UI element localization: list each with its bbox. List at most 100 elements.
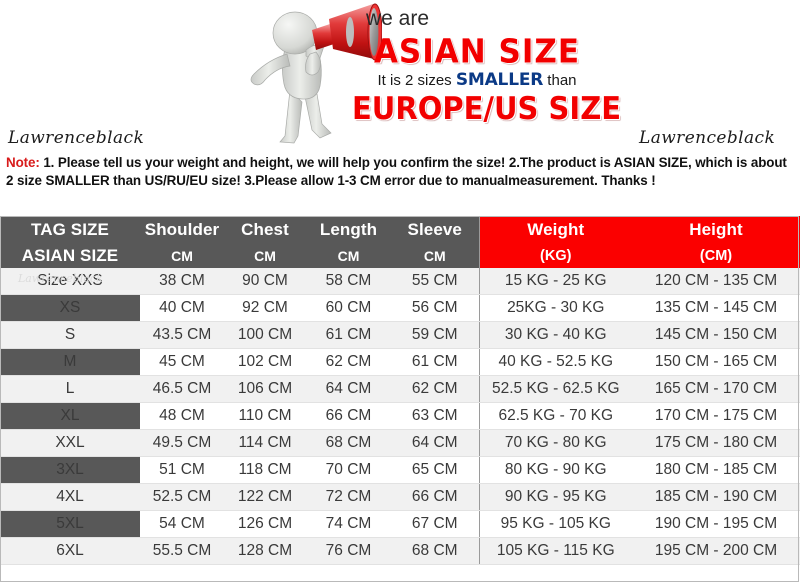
note-paragraph: Note: 1. Please tell us your weight and …: [6, 154, 796, 189]
cell-chest: 92 CM: [224, 294, 306, 322]
table-header-row-units: ASIAN SIZE CM CM CM CM (KG) (CM): [0, 243, 800, 268]
note-label: Note:: [6, 155, 40, 170]
cell-weight: 95 KG - 105 KG: [478, 510, 632, 538]
banner-we-are-text: we are: [366, 7, 430, 30]
cell-shoulder: 51 CM: [140, 456, 224, 484]
cell-size: XS: [0, 294, 140, 322]
cell-height: 165 CM - 170 CM: [632, 375, 800, 403]
cell-sleeve: 59 CM: [391, 321, 479, 349]
cell-chest: 122 CM: [224, 483, 306, 511]
cell-height: 120 CM - 135 CM: [632, 268, 800, 295]
table-row[interactable]: 5XL 54 CM 126 CM 74 CM 67 CM 95 KG - 105 KG 19…: [0, 510, 800, 538]
cell-length: 74 CM: [306, 510, 391, 538]
size-chart-table-wrap: TAG SIZE Shoulder Chest Length Sleeve Weight H…: [0, 216, 800, 565]
cell-height: 150 CM - 165 CM: [632, 348, 800, 376]
cell-weight: 90 KG - 95 KG: [478, 483, 632, 511]
cell-weight: 52.5 KG - 62.5 KG: [478, 375, 632, 403]
table-header-unit-6: (CM): [632, 243, 800, 268]
cell-weight: 30 KG - 40 KG: [478, 321, 632, 349]
cell-size: XL: [0, 402, 140, 430]
cell-sleeve: 66 CM: [391, 483, 479, 511]
cell-height: 175 CM - 180 CM: [632, 429, 800, 457]
cell-chest: 102 CM: [224, 348, 306, 376]
table-row[interactable]: XXL 49.5 CM 114 CM 68 CM 64 CM 70 KG - 80 KG 1…: [0, 429, 800, 457]
table-header-chest: Chest: [224, 216, 306, 243]
table-header-unit-1: CM: [140, 243, 224, 268]
cell-chest: 126 CM: [224, 510, 306, 538]
cell-shoulder: 54 CM: [140, 510, 224, 538]
cell-height: 145 CM - 150 CM: [632, 321, 800, 349]
cell-chest: 114 CM: [224, 429, 306, 457]
table-header-unit-0: ASIAN SIZE: [0, 243, 140, 268]
cell-sleeve: 65 CM: [391, 456, 479, 484]
table-header-sleeve: Sleeve: [391, 216, 479, 243]
cell-chest: 128 CM: [224, 537, 306, 565]
cell-size: S: [0, 321, 140, 349]
cell-chest: 118 CM: [224, 456, 306, 484]
smaller-word: SMALLER: [455, 70, 544, 90]
cell-length: 72 CM: [306, 483, 391, 511]
table-row[interactable]: XL 48 CM 110 CM 66 CM 63 CM 62.5 KG - 70 KG 17…: [0, 402, 800, 430]
banner-europe-us-size-text: EUROPE/US SIZE: [352, 89, 622, 127]
table-row[interactable]: Size XXS Lawrenceblack 38 CM 90 CM 58 CM 55 C…: [0, 268, 800, 295]
cell-sleeve: 55 CM: [391, 268, 479, 295]
cell-size: L: [0, 375, 140, 403]
cell-shoulder: 55.5 CM: [140, 537, 224, 565]
cell-sleeve: 64 CM: [391, 429, 479, 457]
table-header-length: Length: [306, 216, 391, 243]
cell-shoulder: 46.5 CM: [140, 375, 224, 403]
cell-length: 60 CM: [306, 294, 391, 322]
cell-length: 58 CM: [306, 268, 391, 295]
cell-size: 6XL: [0, 537, 140, 565]
table-header-shoulder: Shoulder: [140, 216, 224, 243]
cell-shoulder: 52.5 CM: [140, 483, 224, 511]
cell-sleeve: 56 CM: [391, 294, 479, 322]
table-row[interactable]: 4XL 52.5 CM 122 CM 72 CM 66 CM 90 KG - 95 KG 1…: [0, 483, 800, 511]
cell-weight: 62.5 KG - 70 KG: [478, 402, 632, 430]
cell-shoulder: 43.5 CM: [140, 321, 224, 349]
cell-chest: 90 CM: [224, 268, 306, 295]
cell-height: 190 CM - 195 CM: [632, 510, 800, 538]
table-header-height: Height: [632, 216, 800, 243]
table-row[interactable]: 6XL 55.5 CM 128 CM 76 CM 68 CM 105 KG - 115 K…: [0, 537, 800, 565]
cell-weight: 80 KG - 90 KG: [478, 456, 632, 484]
cell-length: 64 CM: [306, 375, 391, 403]
table-row[interactable]: 3XL 51 CM 118 CM 70 CM 65 CM 80 KG - 90 KG 180…: [0, 456, 800, 484]
cell-size: 4XL: [0, 483, 140, 511]
cell-size: M: [0, 348, 140, 376]
cell-shoulder: 48 CM: [140, 402, 224, 430]
cell-shoulder: 49.5 CM: [140, 429, 224, 457]
cell-chest: 100 CM: [224, 321, 306, 349]
note-text: 1. Please tell us your weight and height…: [6, 155, 787, 188]
cell-weight: 15 KG - 25 KG: [478, 268, 632, 295]
cell-chest: 106 CM: [224, 375, 306, 403]
table-header-row-main: TAG SIZE Shoulder Chest Length Sleeve Weight H…: [0, 216, 800, 243]
cell-height: 180 CM - 185 CM: [632, 456, 800, 484]
watermark-right: Lawrenceblack: [639, 128, 776, 148]
table-row[interactable]: S 43.5 CM 100 CM 61 CM 59 CM 30 KG - 40 KG 145…: [0, 321, 800, 349]
cell-weight: 105 KG - 115 KG: [478, 537, 632, 565]
table-row[interactable]: M 45 CM 102 CM 62 CM 61 CM 40 KG - 52.5 KG 150…: [0, 348, 800, 376]
watermark-left: Lawrenceblack: [8, 128, 145, 148]
cell-weight: 70 KG - 80 KG: [478, 429, 632, 457]
table-header-unit-2: CM: [224, 243, 306, 268]
banner-text-block: we are ASIAN SIZE It is 2 sizes SMALLER …: [352, 4, 622, 127]
table-header-unit-5: (KG): [478, 243, 632, 268]
cell-sleeve: 61 CM: [391, 348, 479, 376]
size-chart-table: TAG SIZE Shoulder Chest Length Sleeve Weight H…: [0, 216, 800, 565]
cell-length: 62 CM: [306, 348, 391, 376]
table-header-tag-size: TAG SIZE: [0, 216, 140, 243]
cell-sleeve: 67 CM: [391, 510, 479, 538]
hero-banner: we are ASIAN SIZE It is 2 sizes SMALLER …: [0, 0, 800, 150]
cell-shoulder: 40 CM: [140, 294, 224, 322]
banner-asian-size-text: ASIAN SIZE: [373, 32, 581, 72]
table-row[interactable]: L 46.5 CM 106 CM 64 CM 62 CM 52.5 KG - 62.5 K…: [0, 375, 800, 403]
cell-sleeve: 62 CM: [391, 375, 479, 403]
cell-length: 68 CM: [306, 429, 391, 457]
cell-sleeve: 68 CM: [391, 537, 479, 565]
table-row[interactable]: XS 40 CM 92 CM 60 CM 56 CM 25KG - 30 KG 135 CM…: [0, 294, 800, 322]
table-header-weight: Weight: [478, 216, 632, 243]
cell-weight: 25KG - 30 KG: [478, 294, 632, 322]
cell-size: XXL: [0, 429, 140, 457]
cell-shoulder: 45 CM: [140, 348, 224, 376]
